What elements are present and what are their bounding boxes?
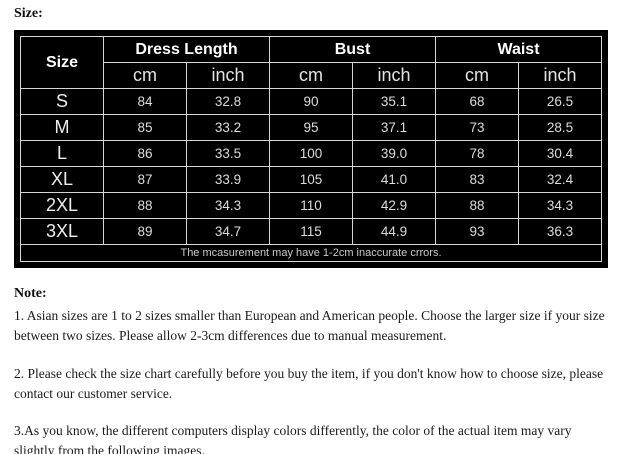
measurement-disclaimer: The mcasurement may have 1-2cm inaccurat… (20, 244, 602, 262)
note-section: Note: 1. Asian sizes are 1 to 2 sizes sm… (14, 286, 612, 454)
value-cell: 32.4 (518, 166, 602, 193)
value-cell: 42.9 (352, 192, 436, 219)
note-section-label: Note: (14, 286, 47, 301)
note-item-1: 1. Asian sizes are 1 to 2 sizes smaller … (14, 308, 605, 344)
size-label: M (20, 114, 104, 141)
waist-header: Waist (435, 36, 602, 63)
value-cell: 39.0 (352, 140, 436, 167)
size-label: S (20, 88, 104, 115)
value-cell: 105 (269, 166, 353, 193)
size-table: Size Dress Length Bust Waist cm inch cm … (20, 36, 602, 262)
value-cell: 78 (435, 140, 519, 167)
value-cell: 33.9 (186, 166, 270, 193)
unit-header-inch: inch (186, 62, 270, 89)
size-table-footer: The mcasurement may have 1-2cm inaccurat… (20, 244, 602, 262)
value-cell: 33.5 (186, 140, 270, 167)
value-cell: 89 (103, 218, 187, 245)
value-cell: 93 (435, 218, 519, 245)
value-cell: 34.7 (186, 218, 270, 245)
size-table-frame: Size Dress Length Bust Waist cm inch cm … (14, 30, 608, 268)
value-cell: 28.5 (518, 114, 602, 141)
table-row-s: S 84 32.8 90 35.1 68 26.5 (20, 88, 602, 115)
unit-header-cm: cm (269, 62, 353, 89)
size-label: 2XL (20, 192, 104, 219)
size-section-label: Size: (14, 6, 43, 21)
unit-header-cm: cm (103, 62, 187, 89)
unit-header-inch: inch (518, 62, 602, 89)
value-cell: 41.0 (352, 166, 436, 193)
value-cell: 68 (435, 88, 519, 115)
value-cell: 33.2 (186, 114, 270, 141)
value-cell: 35.1 (352, 88, 436, 115)
unit-header-cm: cm (435, 62, 519, 89)
table-row-xl: XL 87 33.9 105 41.0 83 32.4 (20, 166, 602, 193)
value-cell: 87 (103, 166, 187, 193)
value-cell: 100 (269, 140, 353, 167)
size-column-header: Size (20, 36, 104, 89)
value-cell: 115 (269, 218, 353, 245)
unit-header-inch: inch (352, 62, 436, 89)
value-cell: 30.4 (518, 140, 602, 167)
value-cell: 44.9 (352, 218, 436, 245)
value-cell: 32.8 (186, 88, 270, 115)
note-item-3: 3.As you know, the different computers d… (14, 423, 572, 454)
value-cell: 26.5 (518, 88, 602, 115)
group-header-row: Size Dress Length Bust Waist (20, 36, 602, 89)
size-table-body: S 84 32.8 90 35.1 68 26.5 M 85 33.2 95 3… (20, 88, 602, 245)
value-cell: 36.3 (518, 218, 602, 245)
size-label: XL (20, 166, 104, 193)
size-label: L (20, 140, 104, 167)
value-cell: 110 (269, 192, 353, 219)
value-cell: 84 (103, 88, 187, 115)
value-cell: 88 (435, 192, 519, 219)
size-label: 3XL (20, 218, 104, 245)
dress-length-header: Dress Length (103, 36, 270, 63)
table-row-m: M 85 33.2 95 37.1 73 28.5 (20, 114, 602, 141)
value-cell: 34.3 (518, 192, 602, 219)
value-cell: 73 (435, 114, 519, 141)
table-row-2xl: 2XL 88 34.3 110 42.9 88 34.3 (20, 192, 602, 219)
disclaimer-row: The mcasurement may have 1-2cm inaccurat… (20, 244, 602, 262)
value-cell: 88 (103, 192, 187, 219)
bust-header: Bust (269, 36, 436, 63)
value-cell: 34.3 (186, 192, 270, 219)
value-cell: 90 (269, 88, 353, 115)
table-row-3xl: 3XL 89 34.7 115 44.9 93 36.3 (20, 218, 602, 245)
value-cell: 85 (103, 114, 187, 141)
value-cell: 86 (103, 140, 187, 167)
table-row-l: L 86 33.5 100 39.0 78 30.4 (20, 140, 602, 167)
note-item-2: 2. Please check the size chart carefully… (14, 365, 604, 401)
units-header-row: cm inch cm inch cm inch (21, 62, 602, 89)
size-table-header: Size Dress Length Bust Waist cm inch cm … (20, 36, 602, 89)
value-cell: 95 (269, 114, 353, 141)
value-cell: 37.1 (352, 114, 436, 141)
value-cell: 83 (435, 166, 519, 193)
